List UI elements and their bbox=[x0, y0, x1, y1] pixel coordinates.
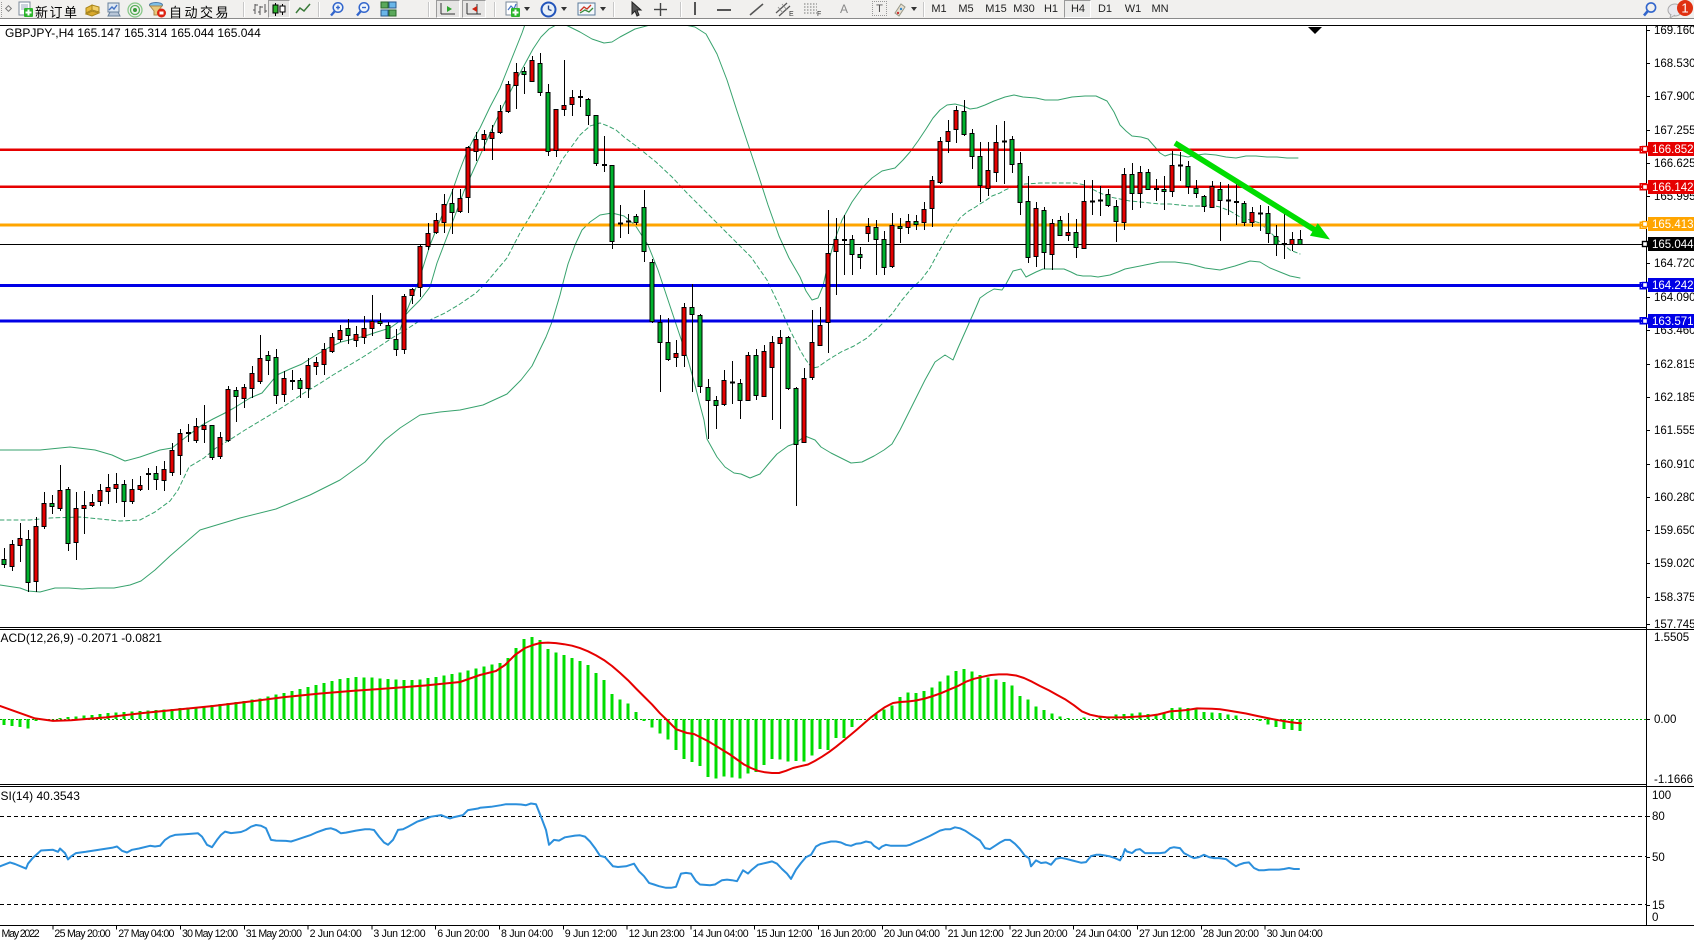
svg-text:164.720: 164.720 bbox=[1654, 258, 1694, 270]
svg-text:162.815: 162.815 bbox=[1654, 359, 1694, 371]
svg-text:27 May 04:00: 27 May 04:00 bbox=[118, 928, 174, 940]
svg-text:162.185: 162.185 bbox=[1654, 392, 1694, 404]
svg-text:167.255: 167.255 bbox=[1654, 125, 1694, 137]
svg-text:167.900: 167.900 bbox=[1654, 91, 1694, 103]
svg-text:27 Jun 12:00: 27 Jun 12:00 bbox=[1139, 928, 1195, 940]
svg-text:6 Jun 20:00: 6 Jun 20:00 bbox=[437, 928, 489, 940]
svg-text:166.142: 166.142 bbox=[1652, 182, 1694, 194]
svg-text:160.280: 160.280 bbox=[1654, 492, 1694, 504]
svg-text:24 Jun 04:00: 24 Jun 04:00 bbox=[1075, 928, 1131, 940]
svg-text:14 Jun 04:00: 14 Jun 04:00 bbox=[692, 928, 748, 940]
svg-text:8 Jun 04:00: 8 Jun 04:00 bbox=[501, 928, 553, 940]
svg-text:21 Jun 12:00: 21 Jun 12:00 bbox=[948, 928, 1004, 940]
svg-text:159.650: 159.650 bbox=[1654, 525, 1694, 537]
svg-text:165.044: 165.044 bbox=[1652, 239, 1694, 251]
svg-text:May 2022: May 2022 bbox=[2, 928, 40, 940]
svg-text:ACD(12,26,9) -0.2071 -0.0821: ACD(12,26,9) -0.2071 -0.0821 bbox=[1, 631, 163, 645]
svg-text:50: 50 bbox=[1652, 852, 1665, 864]
svg-text:164.090: 164.090 bbox=[1654, 292, 1694, 304]
svg-text:169.160: 169.160 bbox=[1654, 25, 1694, 37]
svg-text:9 Jun 12:00: 9 Jun 12:00 bbox=[565, 928, 617, 940]
svg-text:159.020: 159.020 bbox=[1654, 558, 1694, 570]
svg-text:168.530: 168.530 bbox=[1654, 58, 1694, 70]
svg-text:12 Jun 23:00: 12 Jun 23:00 bbox=[629, 928, 685, 940]
svg-text:100: 100 bbox=[1652, 790, 1671, 802]
svg-text:15 Jun 12:00: 15 Jun 12:00 bbox=[756, 928, 812, 940]
svg-text:163.571: 163.571 bbox=[1652, 316, 1694, 328]
svg-text:161.555: 161.555 bbox=[1654, 425, 1694, 437]
svg-text:25 May 20:00: 25 May 20:00 bbox=[54, 928, 110, 940]
svg-text:20 Jun 04:00: 20 Jun 04:00 bbox=[884, 928, 940, 940]
svg-text:80: 80 bbox=[1652, 811, 1665, 823]
svg-text:F: F bbox=[817, 11, 821, 18]
svg-text:0: 0 bbox=[1652, 912, 1658, 924]
svg-text:16 Jun 20:00: 16 Jun 20:00 bbox=[820, 928, 876, 940]
svg-text:30 May 12:00: 30 May 12:00 bbox=[182, 928, 238, 940]
svg-text:1.5505: 1.5505 bbox=[1654, 632, 1689, 644]
svg-text:166.852: 166.852 bbox=[1652, 144, 1694, 156]
svg-text:164.242: 164.242 bbox=[1652, 280, 1694, 292]
svg-text:166.625: 166.625 bbox=[1654, 158, 1694, 170]
svg-text:-1.1666: -1.1666 bbox=[1654, 774, 1693, 786]
svg-text:E: E bbox=[789, 11, 794, 18]
svg-text:158.375: 158.375 bbox=[1654, 592, 1694, 604]
svg-text:SI(14) 40.3543: SI(14) 40.3543 bbox=[1, 789, 81, 803]
svg-text:15: 15 bbox=[1652, 900, 1665, 912]
svg-text:160.910: 160.910 bbox=[1654, 459, 1694, 471]
svg-text:0.00: 0.00 bbox=[1654, 714, 1676, 726]
svg-text:165.413: 165.413 bbox=[1652, 219, 1694, 231]
svg-text:30 Jun 04:00: 30 Jun 04:00 bbox=[1267, 928, 1323, 940]
svg-text:28 Jun 20:00: 28 Jun 20:00 bbox=[1203, 928, 1259, 940]
svg-text:1: 1 bbox=[1681, 1, 1688, 16]
svg-text:22 Jun 20:00: 22 Jun 20:00 bbox=[1011, 928, 1067, 940]
svg-text:2 Jun 04:00: 2 Jun 04:00 bbox=[310, 928, 362, 940]
svg-text:3 Jun 12:00: 3 Jun 12:00 bbox=[373, 928, 425, 940]
svg-text:GBPJPY-,H4 165.147 165.314 16: GBPJPY-,H4 165.147 165.314 165.044 165.0… bbox=[5, 26, 261, 40]
svg-text:31 May 20:00: 31 May 20:00 bbox=[246, 928, 302, 940]
svg-text:157.745: 157.745 bbox=[1654, 619, 1694, 631]
